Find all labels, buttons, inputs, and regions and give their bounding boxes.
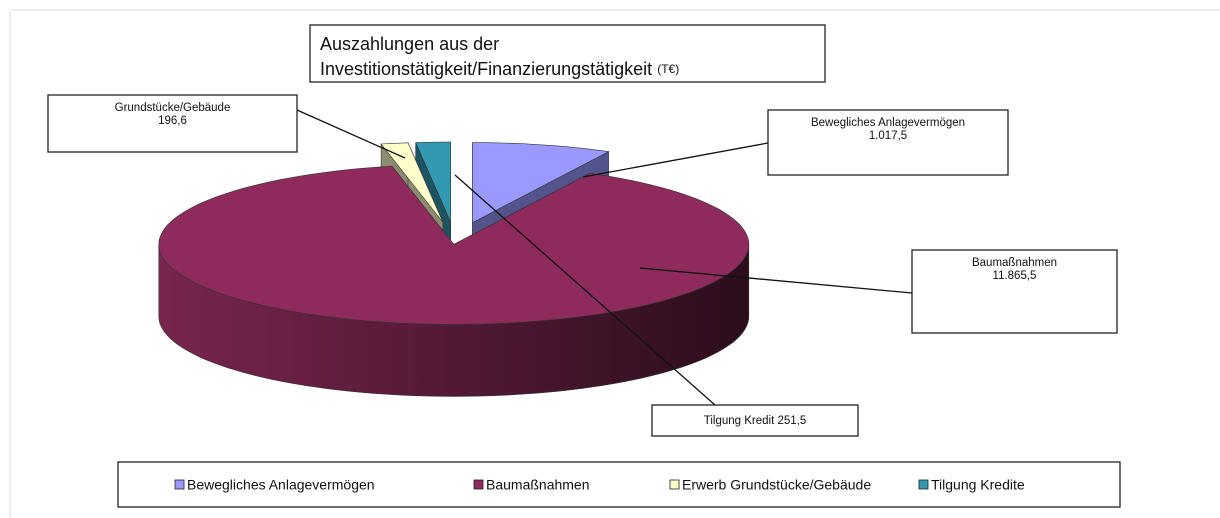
callout-label: Baumaßnahmen bbox=[972, 257, 1057, 269]
value-label: 251,5 bbox=[777, 415, 806, 427]
legend: Bewegliches Anlagevermögen Baumaßnahmen Er… bbox=[174, 477, 1025, 493]
legend-label: Bewegliches Anlagevermögen bbox=[187, 477, 375, 493]
legend-swatch bbox=[918, 479, 929, 490]
callout-box bbox=[651, 404, 859, 437]
legend-swatch bbox=[669, 479, 680, 490]
leader-line bbox=[639, 267, 913, 294]
slice bbox=[472, 142, 610, 224]
annotations: Auszahlungen aus der Investitionstätigke… bbox=[47, 24, 1118, 437]
legend-label: Baumaßnahmen bbox=[486, 477, 590, 493]
leader-line bbox=[296, 109, 406, 159]
chart-title: Auszahlungen aus der bbox=[320, 34, 499, 54]
legend-swatch bbox=[473, 479, 484, 490]
title-box bbox=[309, 24, 826, 83]
title-unit: (T€) bbox=[657, 62, 679, 76]
value-label: 11.865,5 bbox=[993, 270, 1037, 282]
legend-box bbox=[117, 461, 1121, 508]
callout-label: Bewegliches Anlagevermögen bbox=[811, 117, 965, 129]
callout-box bbox=[47, 94, 298, 153]
leader-line bbox=[454, 174, 716, 406]
callout-name: Tilgung Kredit bbox=[704, 415, 775, 427]
chart-title: Investitionstätigkeit/Finanzierungstätig… bbox=[320, 59, 652, 79]
leader-line bbox=[582, 142, 769, 178]
legend-label: Tilgung Kredite bbox=[931, 477, 1025, 493]
callout-box bbox=[911, 249, 1118, 334]
chart-title: Investitionstätigkeit/Finanzierungstätig… bbox=[320, 59, 679, 79]
slice bbox=[158, 165, 750, 325]
value-label: 196,6 bbox=[158, 115, 187, 127]
callout-box bbox=[767, 109, 1009, 176]
callout-label: Grundstücke/Gebäude bbox=[115, 102, 231, 114]
legend-swatch bbox=[174, 479, 185, 490]
value-label: 1.017,5 bbox=[869, 130, 907, 142]
slice bbox=[380, 142, 444, 223]
pie bbox=[158, 141, 750, 397]
callout-label: Tilgung Kredit 251,5 bbox=[704, 415, 807, 427]
slice bbox=[415, 141, 451, 223]
legend-label: Erwerb Grundstücke/Gebäude bbox=[682, 477, 871, 493]
